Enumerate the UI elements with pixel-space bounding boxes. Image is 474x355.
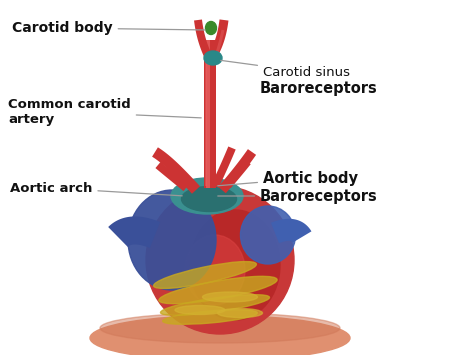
Ellipse shape (190, 210, 280, 320)
Ellipse shape (146, 186, 294, 334)
Text: Carotid sinus: Carotid sinus (221, 60, 350, 78)
Ellipse shape (100, 313, 340, 343)
Polygon shape (203, 40, 217, 188)
Polygon shape (152, 147, 200, 194)
Text: Aortic body: Aortic body (218, 170, 358, 186)
Polygon shape (218, 149, 256, 193)
Polygon shape (206, 40, 210, 188)
Ellipse shape (175, 306, 225, 315)
Polygon shape (271, 219, 311, 243)
Ellipse shape (202, 292, 257, 302)
Polygon shape (108, 217, 160, 248)
Polygon shape (155, 162, 189, 191)
Text: Baroreceptors: Baroreceptors (218, 189, 378, 203)
Ellipse shape (171, 178, 243, 214)
Text: Baroreceptors: Baroreceptors (260, 81, 378, 95)
Polygon shape (194, 20, 214, 62)
Ellipse shape (159, 276, 277, 304)
Ellipse shape (90, 316, 350, 355)
Ellipse shape (154, 262, 256, 288)
Ellipse shape (240, 206, 295, 264)
Ellipse shape (161, 295, 270, 315)
Ellipse shape (163, 310, 257, 324)
Text: Carotid body: Carotid body (12, 21, 205, 35)
Ellipse shape (185, 235, 245, 305)
Polygon shape (206, 20, 228, 62)
Polygon shape (204, 42, 208, 186)
Ellipse shape (204, 51, 222, 65)
Text: Common carotid
artery: Common carotid artery (8, 98, 201, 126)
Ellipse shape (182, 186, 237, 212)
Text: Aortic arch: Aortic arch (10, 181, 182, 196)
Polygon shape (211, 147, 236, 188)
Ellipse shape (206, 22, 217, 34)
Polygon shape (225, 160, 251, 188)
Ellipse shape (128, 190, 216, 290)
Polygon shape (215, 30, 225, 56)
Ellipse shape (218, 308, 263, 317)
